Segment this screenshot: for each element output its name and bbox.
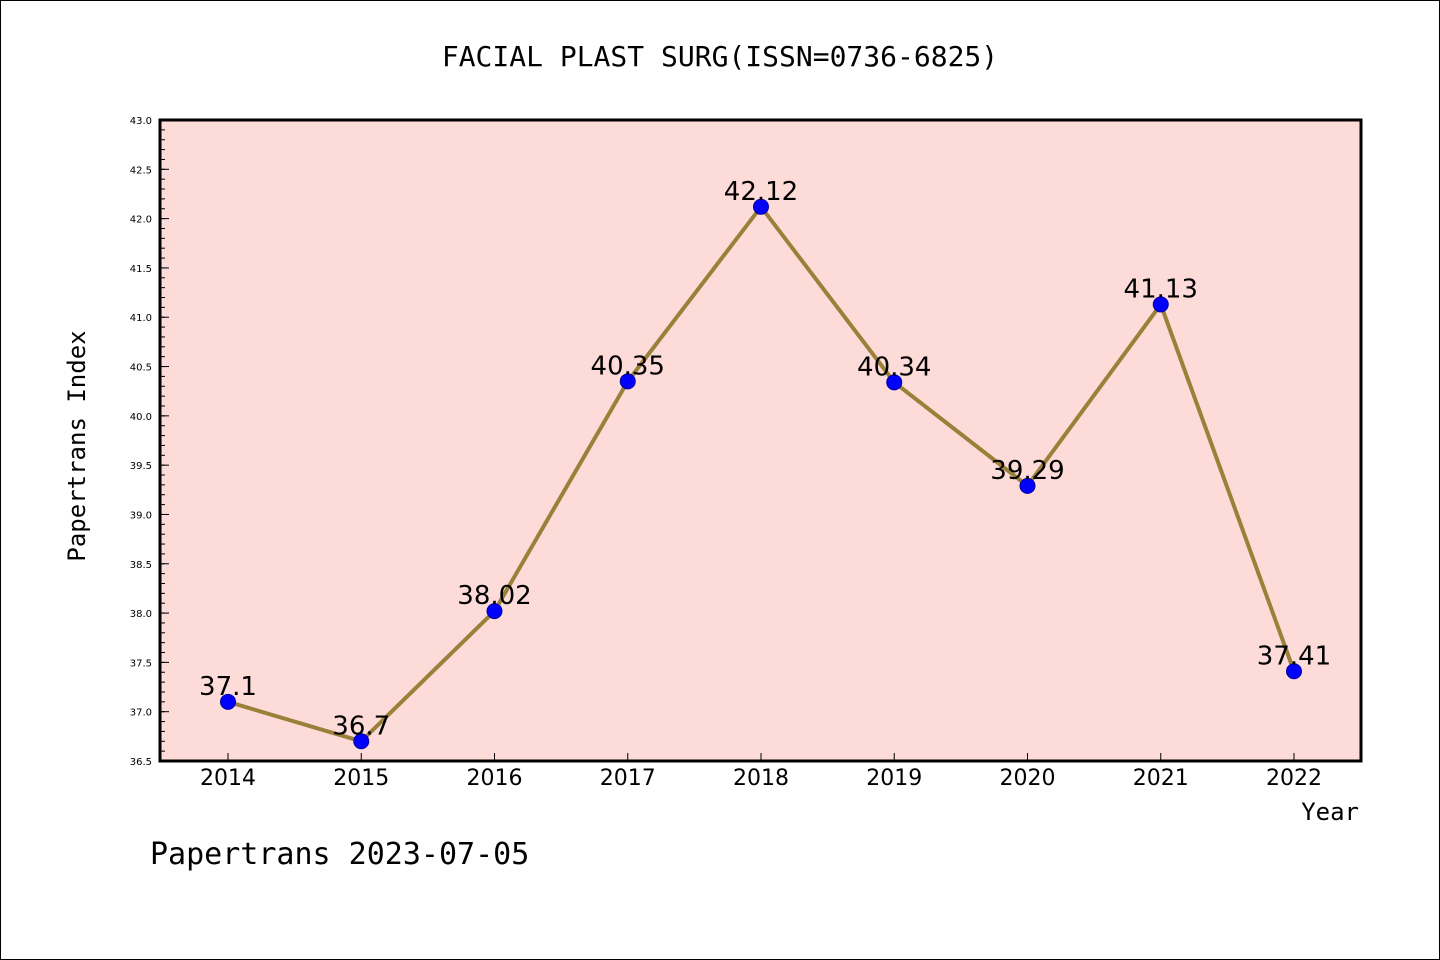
y-tick-label: 37.0	[130, 708, 152, 719]
data-label-2015: 36.7	[332, 711, 390, 741]
y-tick-label: 42.5	[130, 165, 152, 176]
y-tick-label: 38.5	[130, 560, 152, 571]
x-tick-label: 2021	[1133, 766, 1189, 791]
data-label-2021: 41.13	[1124, 274, 1198, 304]
y-tick-label: 40.0	[130, 412, 152, 423]
x-tick-label: 2017	[600, 766, 656, 791]
x-tick-label: 2014	[200, 766, 256, 791]
y-tick-label: 39.0	[130, 510, 152, 521]
x-tick-label: 2016	[467, 766, 523, 791]
y-tick-label: 39.5	[130, 461, 152, 472]
data-label-2018: 42.12	[724, 177, 798, 207]
y-tick-label: 41.0	[130, 313, 152, 324]
x-axis-label: Year	[1301, 798, 1359, 826]
y-tick-label: 43.0	[130, 116, 152, 127]
x-axis: 2014 2015 2016 2017 2018 2019 2020 2021 2022	[200, 753, 1322, 791]
data-labels: 37.1 36.7 38.02 40.35 42.12 40.34 39.29 41.13 37…	[199, 177, 1331, 741]
x-tick-label: 2019	[866, 766, 922, 791]
data-markers	[220, 198, 1302, 750]
x-tick-label: 2022	[1266, 766, 1322, 791]
plot-border	[158, 118, 1363, 763]
chart-title: FACIAL PLAST SURG(ISSN=0736-6825)	[442, 40, 998, 73]
y-axis-label: Papertrans Index	[63, 330, 91, 561]
x-tick-label: 2015	[333, 766, 389, 791]
data-label-2017: 40.35	[591, 351, 665, 381]
data-label-2014: 37.1	[199, 672, 257, 702]
x-tick-label: 2018	[733, 766, 789, 791]
data-point-2015	[353, 733, 370, 750]
data-point-2019	[886, 374, 903, 391]
y-tick-label: 36.5	[130, 757, 152, 768]
y-tick-label: 37.5	[130, 658, 152, 669]
data-point-2022	[1286, 663, 1302, 680]
data-label-2020: 39.29	[990, 456, 1064, 486]
data-label-2022: 37.41	[1257, 641, 1331, 671]
y-tick-label: 42.0	[130, 215, 152, 226]
data-label-2016: 38.02	[457, 581, 531, 611]
data-point-2014	[220, 693, 236, 710]
data-point-2020	[1019, 477, 1036, 494]
footer-date: Papertrans 2023-07-05	[150, 837, 529, 872]
data-point-2016	[486, 603, 503, 620]
y-tick-label: 40.5	[130, 363, 152, 374]
x-tick-label: 2020	[1000, 766, 1056, 791]
data-point-2017	[619, 373, 636, 390]
data-label-2019: 40.34	[857, 352, 931, 382]
y-tick-label: 38.0	[130, 609, 152, 620]
y-tick-label: 41.5	[130, 264, 152, 275]
plot-area	[160, 120, 1361, 761]
data-point-2018	[753, 198, 769, 215]
data-point-2021	[1152, 296, 1169, 313]
